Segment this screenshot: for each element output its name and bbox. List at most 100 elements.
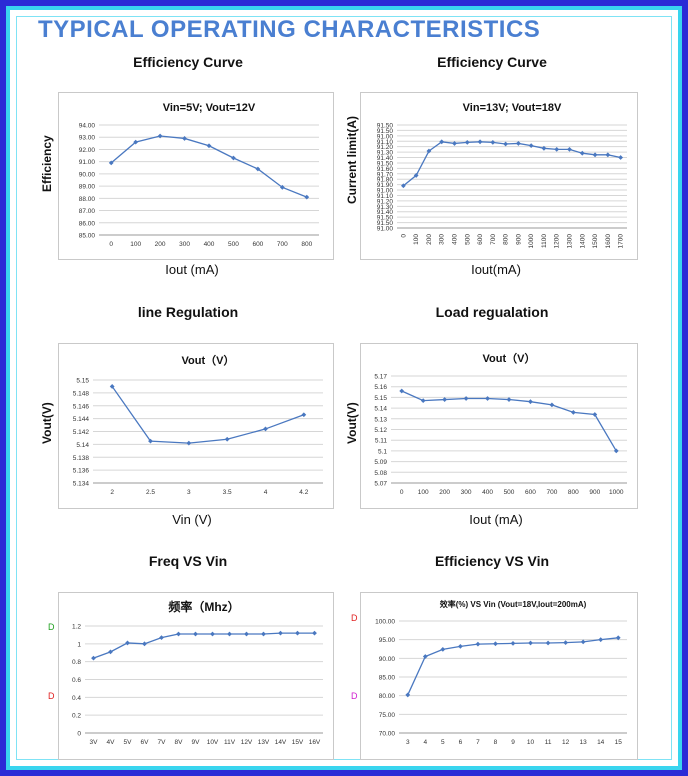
x-tick-label: 15V: [292, 739, 304, 746]
x-tick-label: 3: [406, 739, 410, 746]
data-point: [592, 152, 598, 158]
x-tick-label: 1200: [554, 234, 561, 249]
chart-svg-c5: 频率（Mhz） 0 0.2 0.4 0.6 0.8 1 1.2 3V 4V 5V 6V 7V 8V 9V 10…: [72, 599, 323, 746]
ylabel-c2: Current limit(A): [345, 116, 359, 204]
data-point: [304, 194, 310, 200]
data-point: [125, 640, 130, 646]
x-tick-label: 700: [277, 241, 288, 248]
y-tick-label: 5.14: [374, 406, 387, 413]
chart-efficiency-curve-1: Vin=5V; Vout=12V 85.00 86.00 87.00 88.00 89.0…: [58, 92, 334, 260]
x-tick-label: 8: [494, 739, 498, 746]
x-tick-label: 1000: [609, 489, 624, 496]
y-tick-label: 91.10: [377, 193, 394, 200]
x-tick-label: 1600: [605, 234, 612, 249]
x-tick-label: 400: [452, 234, 459, 245]
y-tick-label: 1.2: [72, 624, 81, 631]
y-tick-label: 91.00: [79, 159, 96, 166]
y-tick-label: 89.00: [79, 184, 96, 191]
x-tick-label: 200: [426, 234, 433, 245]
x-tick-label: 10V: [207, 739, 219, 746]
data-point: [463, 396, 469, 401]
x-tick-label: 100: [413, 234, 420, 245]
y-tick-label: 90.00: [379, 656, 396, 663]
chart-svg-c1: Vin=5V; Vout=12V 85.00 86.00 87.00 88.00 89.0…: [79, 102, 319, 248]
y-tick-label: 0.6: [72, 677, 81, 684]
ylabel-c3: Vout(V): [40, 402, 54, 444]
data-point: [503, 141, 509, 147]
x-tick-label: 600: [252, 241, 263, 248]
x-tick-label: 5V: [124, 739, 133, 746]
x-tick-label: 500: [228, 241, 239, 248]
x-tick-label: 14: [597, 739, 605, 746]
chart-svg-c4: Vout（V） 5.07 5.08 5.09 5.1 5.11 5.12 5.13 5.14 5.…: [374, 352, 627, 496]
x-tick-label: 8V: [175, 739, 184, 746]
heading-efficiency-curve-1: Efficiency Curve: [133, 54, 243, 70]
xlabel-c2: Iout(mA): [471, 262, 521, 277]
data-point: [400, 183, 406, 189]
data-point: [477, 139, 483, 145]
data-point: [570, 409, 576, 415]
data-point: [549, 402, 555, 408]
x-tick-label: 400: [204, 241, 215, 248]
y-tick-label: 91.80: [377, 177, 394, 184]
x-tick-label: 5: [441, 739, 445, 746]
y-tick-label: 5.12: [374, 427, 387, 434]
x-tick-label: 700: [490, 234, 497, 245]
x-tick-label: 4.2: [299, 489, 308, 496]
data-point: [244, 631, 249, 637]
chart-title: Vout（V）: [182, 354, 235, 367]
x-tick-label: 800: [568, 489, 579, 496]
y-tick-label: 91.90: [377, 182, 394, 189]
y-tick-label: 1: [77, 641, 81, 648]
data-point: [399, 388, 405, 394]
data-point: [528, 640, 533, 646]
ylabel-c1: Efficiency: [40, 135, 54, 192]
x-tick-label: 9V: [192, 739, 201, 746]
x-tick-label: 800: [503, 234, 510, 245]
y-tick-label: 91.20: [377, 144, 394, 151]
data-point: [278, 630, 283, 636]
data-point: [261, 631, 266, 637]
y-tick-label: 5.144: [73, 416, 90, 423]
data-point: [475, 641, 481, 647]
data-point: [279, 184, 285, 190]
heading-freq-vs-vin: Freq VS Vin: [148, 553, 228, 569]
chart-title: Vin=13V; Vout=18V: [463, 102, 562, 114]
y-tick-label: 93.00: [79, 135, 96, 142]
y-tick-label: 91.50: [377, 215, 394, 222]
chart-svg-c6: 效率(%) VS Vin (Vout=18V,Iout=200mA) 70.00 7…: [375, 599, 627, 746]
y-tick-label: 91.70: [377, 171, 394, 178]
series-line: [407, 637, 619, 696]
y-tick-label: 5.16: [374, 384, 387, 391]
y-tick-label: 70.00: [379, 731, 396, 738]
data-point: [227, 631, 232, 637]
y-tick-label: 80.00: [379, 693, 396, 700]
x-tick-label: 300: [179, 241, 190, 248]
data-point: [224, 436, 230, 442]
data-point: [506, 397, 512, 402]
data-point: [159, 635, 164, 640]
x-tick-label: 1400: [579, 234, 586, 249]
data-point: [426, 148, 432, 154]
xlabel-c3: Vin (V): [172, 512, 212, 527]
y-tick-label: 91.40: [377, 209, 394, 216]
data-point: [563, 640, 569, 646]
chart-line-regulation: Vout（V） 5.134 5.136 5.138 5.14 5.142 5.144 5.14…: [58, 343, 334, 509]
x-tick-label: 7V: [158, 739, 167, 746]
x-tick-label: 700: [546, 489, 557, 496]
y-tick-label: 5.136: [73, 468, 90, 475]
data-point: [528, 399, 533, 405]
x-tick-label: 3V: [90, 739, 99, 746]
data-point: [295, 630, 300, 636]
data-point: [231, 155, 236, 161]
x-tick-label: 300: [439, 234, 446, 245]
x-tick-label: 6: [459, 739, 463, 746]
y-tick-label: 5.1: [378, 448, 387, 455]
x-tick-label: 800: [301, 241, 312, 248]
x-tick-label: 1300: [567, 234, 574, 249]
y-tick-label: 91.40: [377, 155, 394, 162]
x-tick-label: 4: [264, 489, 268, 496]
chart-title: Vin=5V; Vout=12V: [163, 102, 256, 114]
data-point: [142, 641, 147, 647]
data-point: [579, 150, 585, 156]
